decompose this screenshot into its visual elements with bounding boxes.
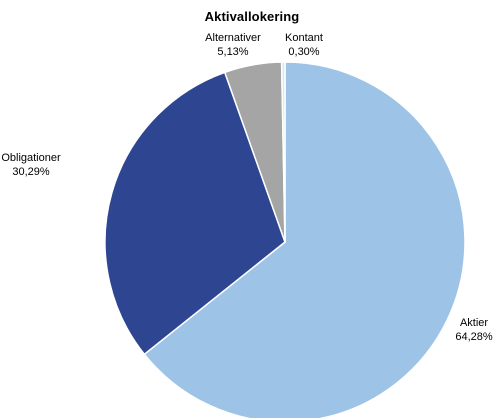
pie-slice-obligationer	[104, 71, 286, 356]
slice-name-obligationer: Obligationer	[1, 152, 61, 164]
chart-title: Aktivallokering	[204, 9, 300, 24]
slice-name-alternativer: Alternativer	[205, 32, 261, 44]
slice-label-aktier: Aktier 64,28%	[445, 316, 503, 344]
slice-label-alternativer: Alternativer 5,13%	[198, 31, 268, 59]
pie-slice-kontant	[280, 61, 286, 243]
slice-value-obligationer: 30,29%	[12, 166, 50, 178]
slice-name-aktier: Aktier	[459, 317, 489, 329]
slice-label-kontant: Kontant 0,30%	[276, 31, 332, 59]
slice-value-alternativer: 5,13%	[217, 46, 249, 58]
slice-name-kontant: Kontant	[285, 32, 323, 44]
pie-slice-aktier	[143, 61, 466, 418]
slice-value-aktier: 64,28%	[455, 331, 493, 343]
slice-label-obligationer: Obligationer 30,29%	[0, 151, 62, 179]
slice-value-kontant: 0,30%	[288, 46, 320, 58]
